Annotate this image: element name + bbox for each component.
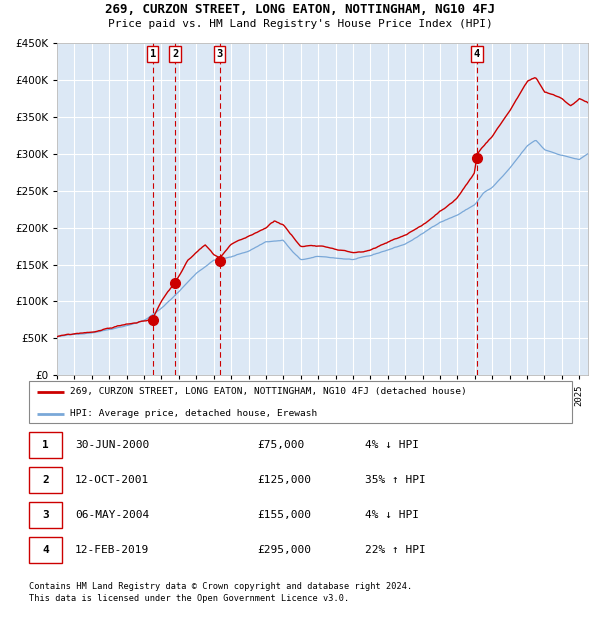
FancyBboxPatch shape <box>29 467 62 494</box>
FancyBboxPatch shape <box>29 432 62 459</box>
Text: 2: 2 <box>42 475 49 485</box>
Text: 12-FEB-2019: 12-FEB-2019 <box>75 545 149 555</box>
Text: 2: 2 <box>172 49 178 59</box>
Text: 30-JUN-2000: 30-JUN-2000 <box>75 440 149 450</box>
FancyBboxPatch shape <box>29 536 62 563</box>
Text: 269, CURZON STREET, LONG EATON, NOTTINGHAM, NG10 4FJ: 269, CURZON STREET, LONG EATON, NOTTINGH… <box>105 3 495 16</box>
Text: This data is licensed under the Open Government Licence v3.0.: This data is licensed under the Open Gov… <box>29 594 349 603</box>
Text: 1: 1 <box>149 49 156 59</box>
Text: 3: 3 <box>42 510 49 520</box>
Text: 1: 1 <box>42 440 49 450</box>
FancyBboxPatch shape <box>29 502 62 528</box>
Text: £295,000: £295,000 <box>257 545 311 555</box>
Text: £75,000: £75,000 <box>257 440 304 450</box>
FancyBboxPatch shape <box>29 381 572 423</box>
Text: 4: 4 <box>42 545 49 555</box>
Text: 3: 3 <box>217 49 223 59</box>
Text: Price paid vs. HM Land Registry's House Price Index (HPI): Price paid vs. HM Land Registry's House … <box>107 19 493 29</box>
Text: 4% ↓ HPI: 4% ↓ HPI <box>365 440 419 450</box>
Text: £155,000: £155,000 <box>257 510 311 520</box>
Text: 06-MAY-2004: 06-MAY-2004 <box>75 510 149 520</box>
Text: 22% ↑ HPI: 22% ↑ HPI <box>365 545 426 555</box>
Text: HPI: Average price, detached house, Erewash: HPI: Average price, detached house, Erew… <box>70 409 317 418</box>
Text: 12-OCT-2001: 12-OCT-2001 <box>75 475 149 485</box>
Text: £125,000: £125,000 <box>257 475 311 485</box>
Text: 4% ↓ HPI: 4% ↓ HPI <box>365 510 419 520</box>
Text: 35% ↑ HPI: 35% ↑ HPI <box>365 475 426 485</box>
Text: 269, CURZON STREET, LONG EATON, NOTTINGHAM, NG10 4FJ (detached house): 269, CURZON STREET, LONG EATON, NOTTINGH… <box>70 387 466 396</box>
Text: Contains HM Land Registry data © Crown copyright and database right 2024.: Contains HM Land Registry data © Crown c… <box>29 582 412 591</box>
Text: 4: 4 <box>474 49 480 59</box>
